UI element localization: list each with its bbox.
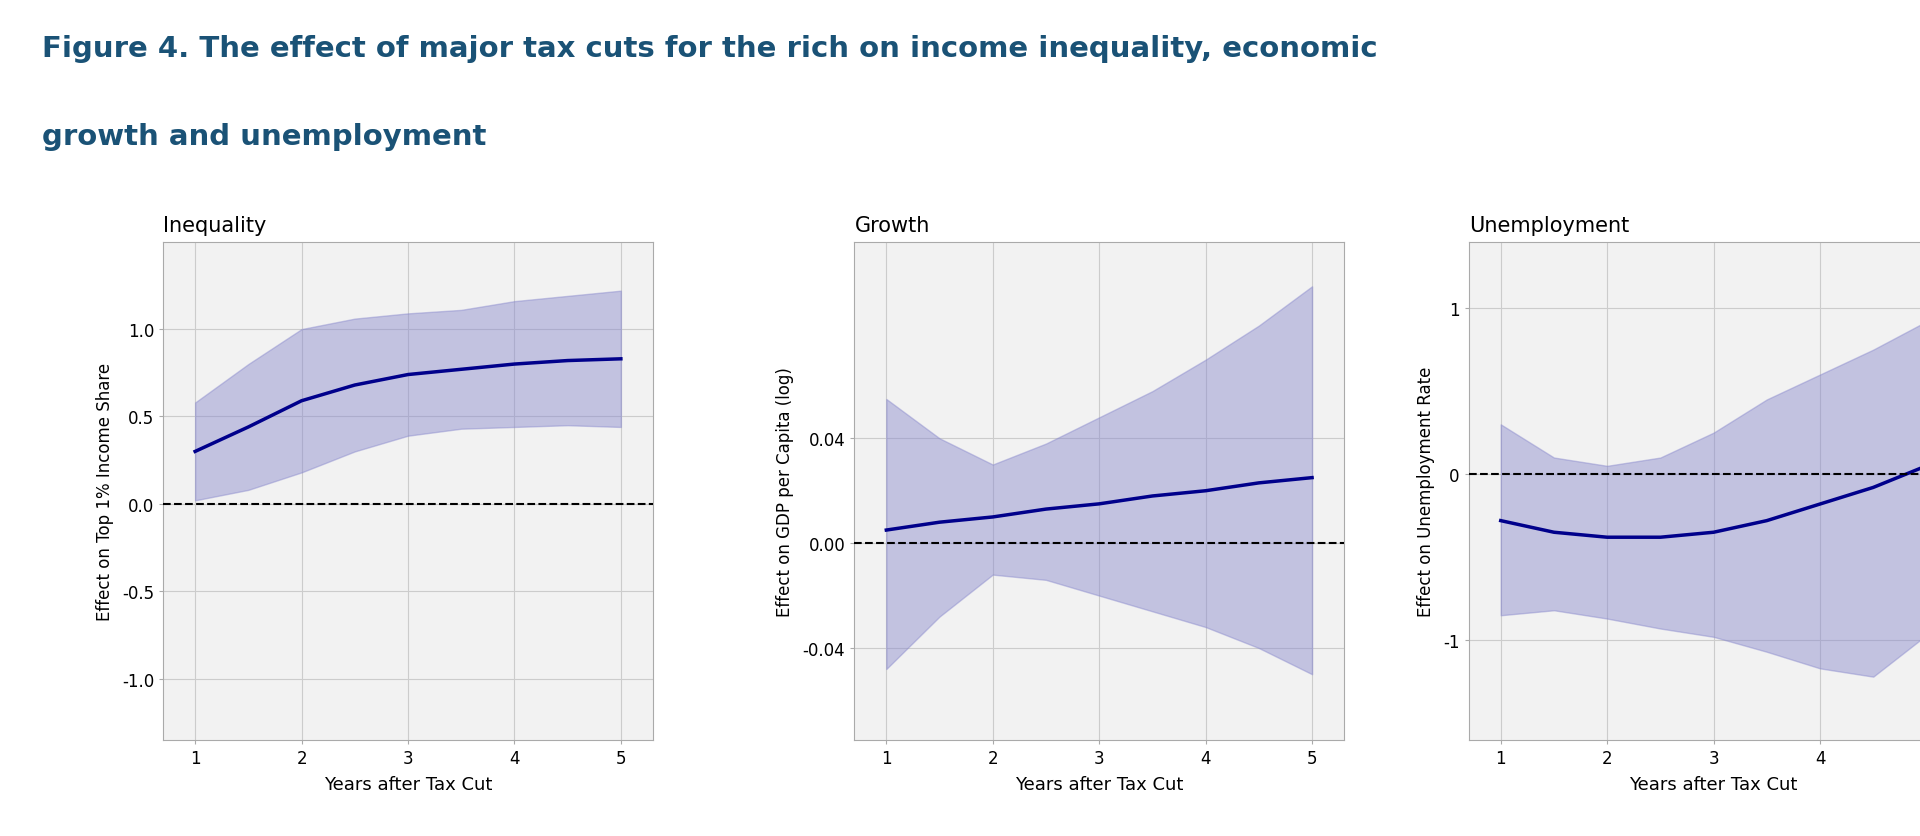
- Y-axis label: Effect on Unemployment Rate: Effect on Unemployment Rate: [1417, 366, 1434, 616]
- Text: Unemployment: Unemployment: [1469, 216, 1628, 236]
- Text: Inequality: Inequality: [163, 216, 267, 236]
- X-axis label: Years after Tax Cut: Years after Tax Cut: [1630, 775, 1797, 793]
- Y-axis label: Effect on Top 1% Income Share: Effect on Top 1% Income Share: [96, 362, 113, 620]
- X-axis label: Years after Tax Cut: Years after Tax Cut: [324, 775, 492, 793]
- X-axis label: Years after Tax Cut: Years after Tax Cut: [1016, 775, 1183, 793]
- Text: Figure 4. The effect of major tax cuts for the rich on income inequality, econom: Figure 4. The effect of major tax cuts f…: [42, 35, 1379, 64]
- Text: Growth: Growth: [854, 216, 929, 236]
- Text: growth and unemployment: growth and unemployment: [42, 123, 486, 151]
- Y-axis label: Effect on GDP per Capita (log): Effect on GDP per Capita (log): [776, 366, 795, 616]
